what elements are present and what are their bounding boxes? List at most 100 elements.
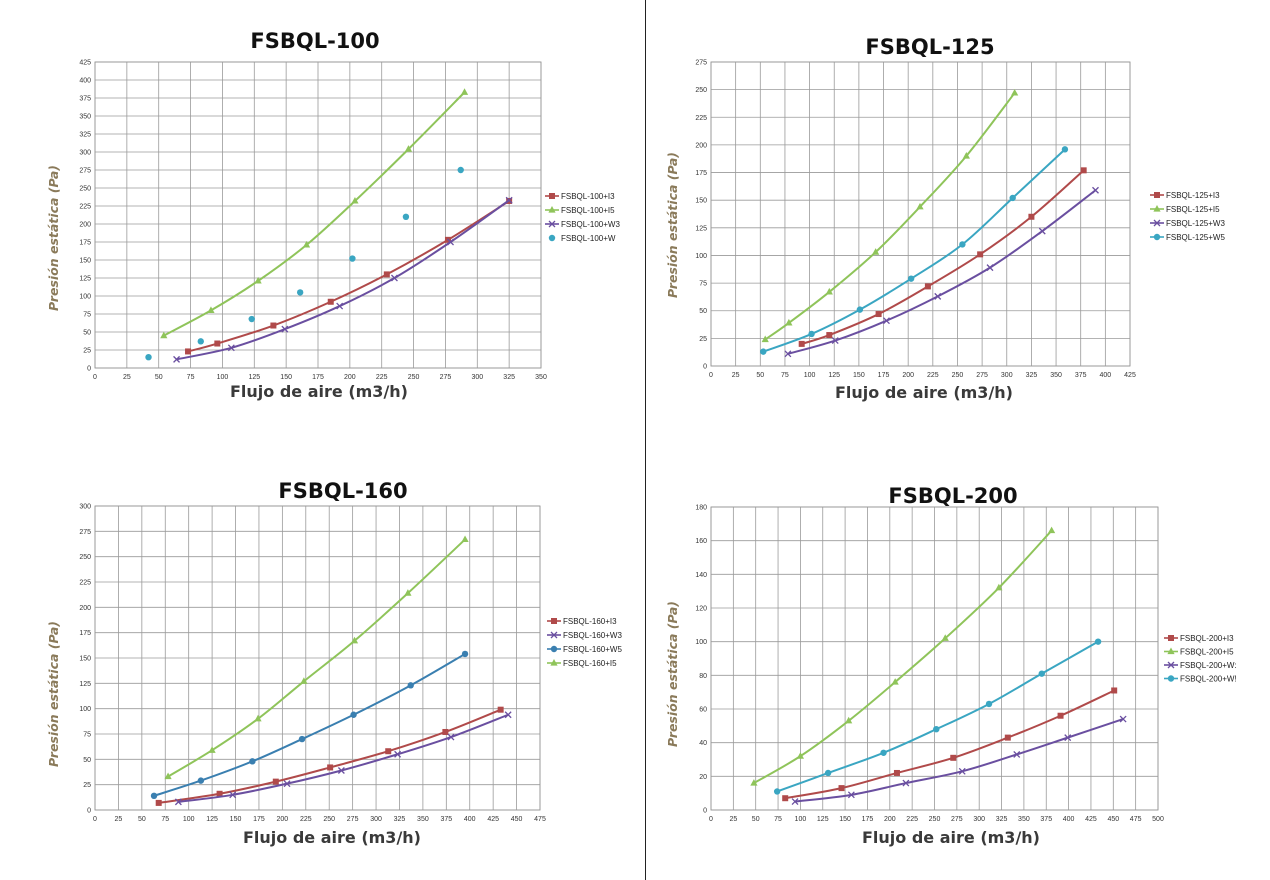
data-point bbox=[934, 292, 942, 300]
y-tick-label: 50 bbox=[699, 308, 707, 315]
x-tick-label: 275 bbox=[976, 372, 988, 379]
y-tick-label: 275 bbox=[695, 60, 707, 67]
series-3 bbox=[791, 715, 1127, 806]
legend-marker bbox=[1167, 647, 1175, 655]
data-point bbox=[798, 340, 805, 347]
y-tick-label: 225 bbox=[79, 204, 91, 211]
y-tick-label: 125 bbox=[695, 225, 707, 232]
x-tick-label: 150 bbox=[280, 374, 292, 381]
y-tick-label: 250 bbox=[79, 554, 91, 561]
data-point bbox=[907, 275, 915, 282]
chart-title: FSBQL-200 bbox=[888, 484, 1017, 508]
x-tick-label: 125 bbox=[248, 374, 260, 381]
data-point bbox=[442, 728, 449, 735]
data-point bbox=[461, 650, 469, 658]
data-point bbox=[958, 767, 966, 775]
legend-entry: FSBQL-160+W5 bbox=[547, 645, 622, 654]
x-tick-label: 50 bbox=[752, 816, 760, 823]
data-point bbox=[173, 355, 181, 363]
x-tick-label: 25 bbox=[732, 372, 740, 379]
y-tick-label: 140 bbox=[695, 572, 707, 579]
data-point bbox=[773, 788, 781, 795]
x-tick-label: 375 bbox=[1075, 372, 1087, 379]
y-tick-label: 20 bbox=[699, 774, 707, 781]
y-tick-label: 200 bbox=[79, 605, 91, 612]
data-point bbox=[208, 746, 216, 753]
series-1 bbox=[798, 167, 1087, 347]
x-tick-label: 325 bbox=[503, 374, 515, 381]
data-point bbox=[270, 322, 277, 329]
legend-entry: FSBQL-160+I5 bbox=[547, 659, 617, 668]
x-tick-label: 75 bbox=[774, 816, 782, 823]
legend-label: FSBQL-160+W5 bbox=[563, 645, 622, 654]
data-point bbox=[1057, 712, 1064, 719]
data-point bbox=[761, 335, 769, 343]
y-tick-label: 425 bbox=[79, 60, 91, 67]
x-axis-label: Flujo de aire (m3/h) bbox=[243, 828, 421, 847]
legend-entry: FSBQL-160+W3 bbox=[547, 631, 622, 640]
y-tick-label: 400 bbox=[79, 78, 91, 85]
legend-marker bbox=[550, 631, 558, 639]
y-tick-label: 150 bbox=[695, 198, 707, 205]
legend-label: FSBQL-100+W bbox=[561, 234, 616, 243]
y-tick-label: 0 bbox=[703, 364, 707, 371]
data-point bbox=[394, 750, 402, 758]
x-tick-label: 175 bbox=[253, 816, 265, 823]
data-point bbox=[1092, 186, 1099, 194]
legend-label: FSBQL-125+W3 bbox=[1166, 219, 1225, 228]
chart-1: 0 25 50 75 100 125 150 175 200 225 250 275 300 325 350… bbox=[46, 29, 620, 401]
data-point bbox=[1094, 638, 1102, 645]
x-tick-label: 500 bbox=[1152, 816, 1164, 823]
data-point bbox=[145, 354, 152, 361]
y-tick-label: 125 bbox=[79, 681, 91, 688]
data-point bbox=[891, 678, 899, 685]
data-point bbox=[1004, 734, 1011, 741]
x-tick-label: 0 bbox=[709, 816, 713, 823]
legend-marker bbox=[1153, 205, 1161, 212]
x-tick-label: 75 bbox=[187, 374, 195, 381]
y-axis-label: Presión estática (Pa) bbox=[46, 165, 61, 311]
data-point bbox=[407, 682, 414, 689]
y-tick-label: 75 bbox=[83, 312, 91, 319]
legend-entry: FSBQL-160+I3 bbox=[547, 617, 617, 626]
x-tick-label: 300 bbox=[370, 816, 382, 823]
x-tick-label: 400 bbox=[464, 816, 476, 823]
data-point bbox=[1013, 750, 1021, 758]
data-point bbox=[155, 799, 162, 806]
legend-marker bbox=[550, 659, 558, 666]
legend-label: FSBQL-125+W5 bbox=[1166, 233, 1225, 242]
data-point bbox=[933, 726, 940, 733]
series-4 bbox=[164, 535, 469, 780]
y-tick-label: 0 bbox=[703, 808, 707, 815]
y-tick-label: 100 bbox=[79, 294, 91, 301]
data-point bbox=[207, 306, 215, 313]
legend-entry: FSBQL-100+I3 bbox=[545, 192, 615, 201]
data-point bbox=[985, 700, 993, 708]
series-2 bbox=[174, 711, 512, 806]
data-point bbox=[447, 238, 454, 246]
data-point bbox=[254, 276, 262, 284]
data-point bbox=[229, 791, 237, 799]
data-point bbox=[1080, 167, 1087, 174]
y-tick-label: 50 bbox=[83, 757, 91, 764]
legend-marker bbox=[1167, 675, 1175, 682]
legend-label: FSBQL-200+W! bbox=[1180, 675, 1237, 684]
data-point bbox=[460, 88, 469, 95]
data-point bbox=[1011, 88, 1019, 96]
y-tick-label: 375 bbox=[79, 96, 91, 103]
x-tick-label: 50 bbox=[138, 816, 146, 823]
data-point bbox=[197, 777, 205, 784]
legend-marker bbox=[549, 193, 555, 199]
x-tick-label: 300 bbox=[1001, 372, 1013, 379]
x-tick-label: 125 bbox=[817, 816, 829, 823]
data-point bbox=[447, 733, 455, 741]
data-point bbox=[796, 752, 804, 759]
y-axis-label: Presión estática (Pa) bbox=[665, 601, 680, 747]
y-tick-label: 250 bbox=[695, 87, 707, 94]
x-tick-label: 300 bbox=[471, 374, 483, 381]
y-tick-label: 75 bbox=[83, 732, 91, 739]
chart-3: 0 25 50 75 100 125 150 175 200 225 250 275 300 325 350… bbox=[46, 479, 622, 847]
data-point bbox=[959, 241, 966, 248]
y-tick-label: 175 bbox=[79, 630, 91, 637]
